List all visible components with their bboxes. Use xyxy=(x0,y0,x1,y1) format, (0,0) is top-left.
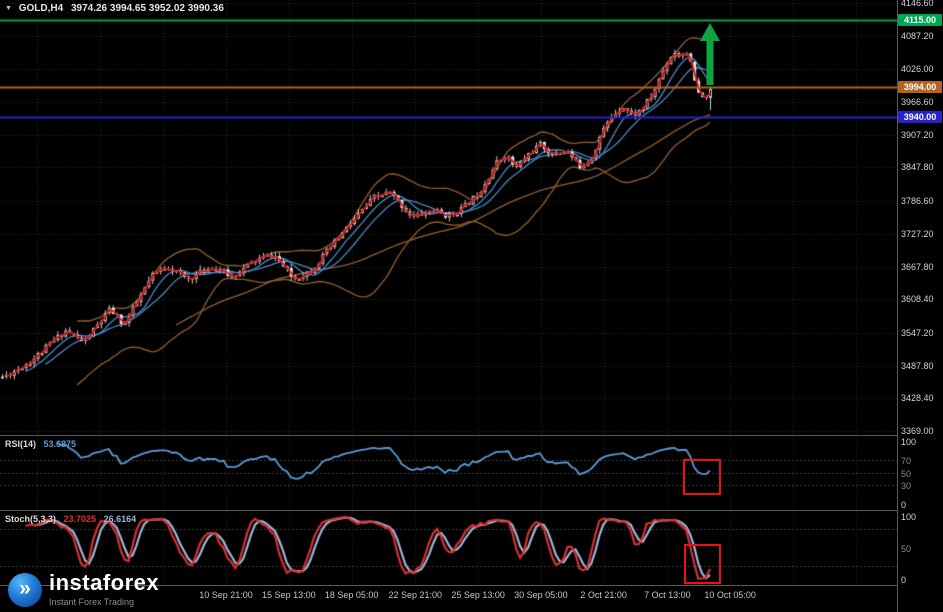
price-axis: 4146.60 4087.20 4026.00 3966.60 3907.20 3847.… xyxy=(898,0,943,612)
indicator-tick-label: 30 xyxy=(901,481,912,492)
price-level-tag[interactable]: 3994.00 xyxy=(898,80,942,93)
price-tick-label: 3786.60 xyxy=(901,196,934,207)
brand-tagline: Instant Forex Trading xyxy=(49,597,135,607)
time-axis-separator xyxy=(0,585,943,586)
rsi-name: RSI(14) xyxy=(5,439,37,449)
price-tick-label: 3487.80 xyxy=(901,360,934,371)
stoch-name: Stoch(5,3,3) xyxy=(5,514,57,524)
rsi-indicator-panel[interactable] xyxy=(0,436,897,510)
price-tick-label: 3428.40 xyxy=(901,393,934,404)
indicator-tick-label: 100 xyxy=(901,512,917,522)
indicator-tick-label: 50 xyxy=(901,543,912,554)
price-tick-label: 3547.20 xyxy=(901,327,934,338)
buy-signal-arrow-icon[interactable] xyxy=(699,23,721,85)
indicator-tick-label: 0 xyxy=(901,500,907,510)
rsi-value: 53.6875 xyxy=(43,439,77,449)
time-tick-label: 7 Oct 13:00 xyxy=(644,590,691,600)
time-axis: 10 Sep 21:00 15 Sep 13:00 18 Sep 05:00 22 S… xyxy=(0,586,897,612)
price-axis-separator xyxy=(897,0,898,612)
price-tick-label: 3907.20 xyxy=(901,129,934,140)
highlight-box-rsi[interactable] xyxy=(683,459,721,495)
time-tick-label: 18 Sep 05:00 xyxy=(324,590,379,600)
instaforex-logo: » instaforex Instant Forex Trading xyxy=(8,572,159,607)
time-tick-label: 10 Oct 05:00 xyxy=(704,590,756,600)
price-tick-label: 4146.60 xyxy=(901,0,934,8)
time-tick-label: 25 Sep 13:00 xyxy=(451,590,505,600)
price-tick-label: 3727.20 xyxy=(901,228,934,239)
time-tick-label: 2 Oct 21:00 xyxy=(580,590,627,600)
chevrons-icon: » xyxy=(19,576,31,600)
instaforex-globe-icon: » xyxy=(8,572,42,607)
panel-separator[interactable] xyxy=(0,510,943,511)
indicator-tick-label: 100 xyxy=(901,437,917,447)
time-tick-label: 15 Sep 13:00 xyxy=(262,590,316,600)
price-level-tag[interactable]: 4115.00 xyxy=(898,14,942,27)
ohlc-values: 3974.26 3994.65 3952.02 3990.36 xyxy=(70,3,224,14)
price-tick-label: 4087.20 xyxy=(901,30,934,41)
indicator-tick-label: 50 xyxy=(901,468,912,479)
panel-separator[interactable] xyxy=(0,435,943,436)
highlight-box-stoch[interactable] xyxy=(684,544,721,584)
price-level-tag[interactable]: 3940.00 xyxy=(898,110,942,123)
stochastic-indicator-panel[interactable] xyxy=(0,511,897,585)
price-tick-label: 3966.60 xyxy=(901,97,934,108)
stoch-signal-value: 26.6164 xyxy=(103,514,137,524)
indicator-tick-label: 70 xyxy=(901,455,912,466)
stoch-main-value: 23.7025 xyxy=(63,514,97,524)
price-tick-label: 3369.00 xyxy=(901,426,934,436)
price-tick-label: 3847.80 xyxy=(901,162,934,173)
price-tick-label: 3667.80 xyxy=(901,261,934,272)
time-tick-label: 22 Sep 21:00 xyxy=(388,590,443,600)
stochastic-label: Stoch(5,3,3) 23.7025 26.6164 xyxy=(5,514,136,524)
brand-name: instaforex xyxy=(49,570,160,595)
symbol-period-label: GOLD,H4 xyxy=(18,3,64,14)
main-price-chart[interactable] xyxy=(0,0,897,435)
indicator-tick-label: 0 xyxy=(901,575,907,585)
price-tick-label: 4026.00 xyxy=(901,64,934,75)
rsi-label: RSI(14) 53.6875 xyxy=(5,439,76,449)
chart-title: ▼ GOLD,H4 3974.26 3994.65 3952.02 3990.3… xyxy=(5,3,224,14)
time-tick-label: 30 Sep 05:00 xyxy=(514,590,568,600)
collapse-icon[interactable]: ▼ xyxy=(5,5,12,12)
time-tick-label: 10 Sep 21:00 xyxy=(199,590,253,600)
price-tick-label: 3608.40 xyxy=(901,294,934,305)
